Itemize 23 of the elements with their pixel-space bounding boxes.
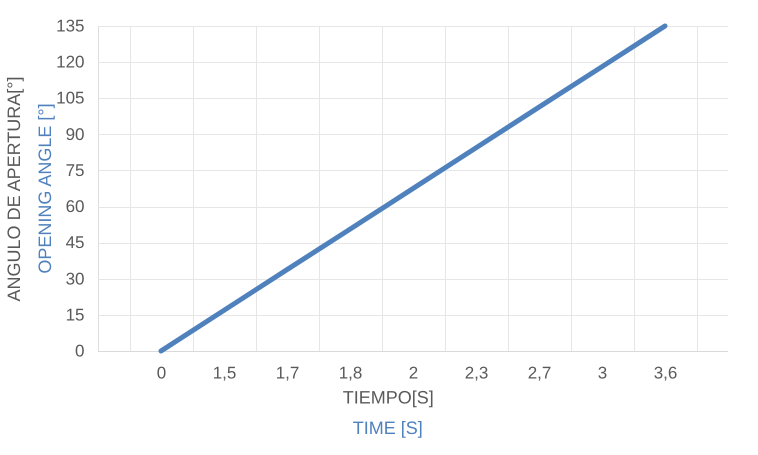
y-axis-title: ANGULO DE APERTURA[°] bbox=[4, 76, 24, 302]
x-tick-label: 3,6 bbox=[654, 364, 678, 382]
y-tick-label: 75 bbox=[66, 160, 84, 180]
x-tick-label: 2,7 bbox=[528, 364, 552, 382]
y-tick-label: 0 bbox=[75, 342, 84, 360]
y-tick-label: 15 bbox=[66, 305, 84, 324]
y-tick-label: 120 bbox=[56, 52, 84, 72]
x-tick-label: 3 bbox=[598, 364, 608, 382]
x-tick-label: 1,8 bbox=[338, 364, 362, 382]
x-tick-label: 2,3 bbox=[464, 364, 488, 382]
y-tick-label: 60 bbox=[66, 197, 84, 216]
x-tick-label: 2 bbox=[408, 364, 418, 382]
y-tick-label: 105 bbox=[56, 88, 84, 108]
y-tick-label: 30 bbox=[66, 269, 84, 288]
x-tick-label: 1,7 bbox=[276, 364, 300, 382]
text: OPENING ANGLE [°] bbox=[35, 103, 55, 274]
x-tick-label: 1,5 bbox=[212, 364, 236, 382]
y-tick-label: 90 bbox=[66, 124, 84, 144]
x-axis-title: TIEMPO[S] bbox=[342, 388, 434, 408]
y-tick-label: 45 bbox=[66, 233, 84, 252]
x-tick-label: 0 bbox=[156, 364, 166, 382]
y-tick-label: 135 bbox=[56, 16, 84, 36]
text: TIME [S] bbox=[352, 418, 423, 438]
